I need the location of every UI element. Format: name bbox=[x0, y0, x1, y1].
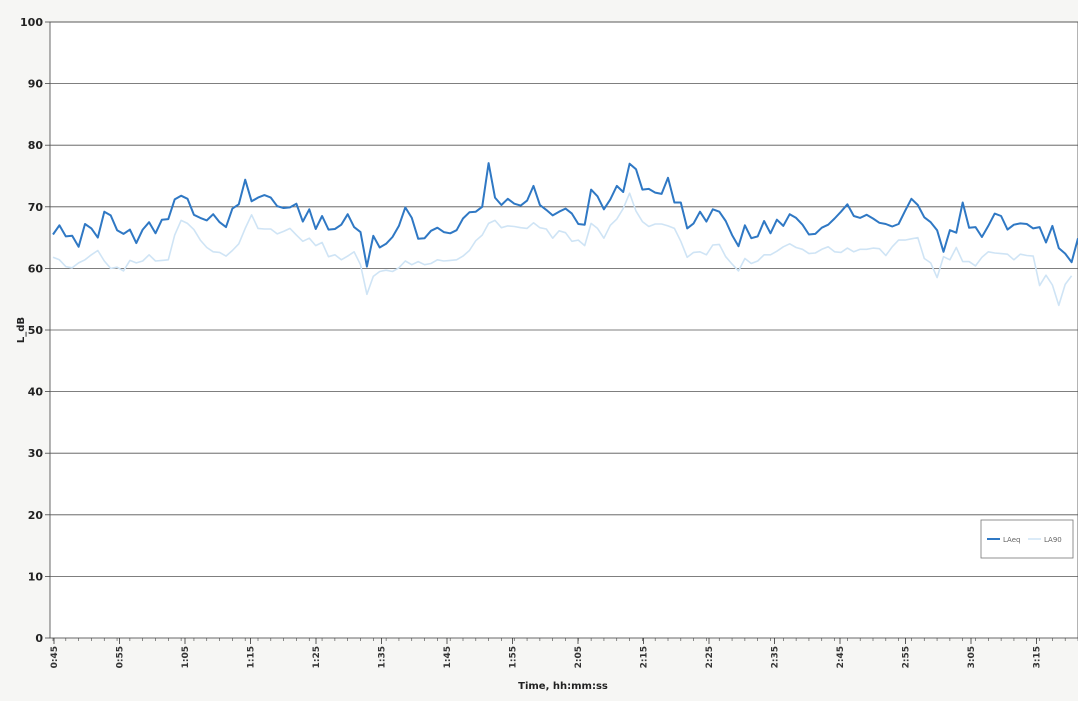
ytick-label-80: 80 bbox=[28, 139, 44, 152]
xtick-label-12: 2:45 bbox=[836, 646, 846, 668]
xtick-label-4: 1:25 bbox=[312, 646, 322, 668]
ytick-label-70: 70 bbox=[28, 201, 44, 214]
ytick-label-0: 0 bbox=[35, 632, 43, 645]
xtick-label-1: 0:55 bbox=[116, 646, 126, 668]
legend-label-la90: LA90 bbox=[1044, 536, 1062, 544]
xtick-label-7: 1:55 bbox=[509, 646, 519, 668]
xtick-label-9: 2:15 bbox=[640, 646, 650, 668]
ytick-label-100: 100 bbox=[20, 16, 43, 29]
ytick-label-60: 60 bbox=[28, 262, 44, 275]
xtick-label-10: 2:25 bbox=[705, 646, 715, 668]
xtick-label-0: 0:45 bbox=[50, 646, 60, 668]
xtick-label-15: 3:15 bbox=[1033, 646, 1043, 668]
x-axis-ticks: 0:45 0:55 1:05 1:15 1:25 1:35 1:45 1:55 2:05 2:15… bbox=[50, 638, 1078, 668]
ytick-label-50: 50 bbox=[28, 324, 44, 337]
y-axis-title: L_dB bbox=[16, 317, 27, 343]
legend: LAeq LA90 bbox=[980, 519, 1074, 559]
xtick-label-6: 1:45 bbox=[443, 646, 453, 668]
ytick-label-90: 90 bbox=[28, 78, 44, 91]
xtick-label-3: 1:15 bbox=[247, 646, 257, 668]
xtick-label-11: 2:35 bbox=[771, 646, 781, 668]
xtick-label-14: 3:05 bbox=[967, 646, 977, 668]
series-lines bbox=[52, 162, 1078, 307]
xtick-label-13: 2:55 bbox=[902, 646, 912, 668]
xtick-label-2: 1:05 bbox=[181, 646, 191, 668]
ytick-label-30: 30 bbox=[28, 447, 44, 460]
legend-label-laeq: LAeq bbox=[1003, 536, 1020, 544]
series-line-la90 bbox=[52, 192, 1073, 307]
ytick-label-10: 10 bbox=[28, 570, 44, 583]
xtick-label-8: 2:05 bbox=[574, 646, 584, 668]
xtick-label-5: 1:35 bbox=[378, 646, 388, 668]
y-axis-ticks: 0 10 20 30 40 50 60 70 80 90 100 bbox=[20, 16, 50, 645]
x-axis-title: Time, hh:mm:ss bbox=[518, 681, 608, 692]
series-line-laeq bbox=[52, 162, 1078, 268]
ytick-label-20: 20 bbox=[28, 509, 44, 522]
ytick-label-40: 40 bbox=[28, 386, 44, 399]
